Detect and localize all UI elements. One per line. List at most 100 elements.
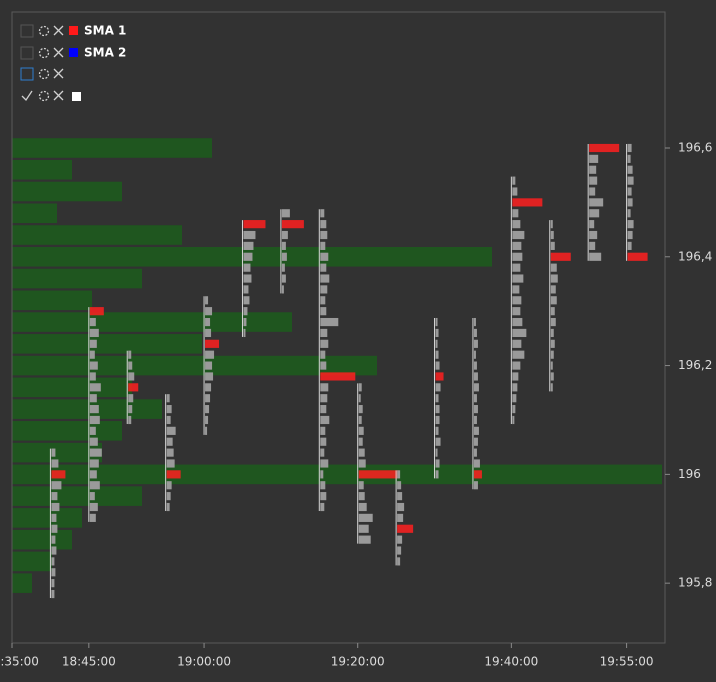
volume-bar <box>435 470 439 479</box>
volume-bar <box>243 252 253 261</box>
volume-bar <box>435 383 441 392</box>
checkbox[interactable] <box>20 46 34 60</box>
volume-bar <box>128 394 134 403</box>
volume-bar <box>397 535 403 544</box>
volume-bar <box>512 383 518 392</box>
volume-bar <box>320 448 325 457</box>
remove-icon[interactable] <box>53 68 64 79</box>
remove-icon[interactable] <box>53 25 64 36</box>
y-tick-label: 196 <box>678 467 701 481</box>
volume-bar <box>435 426 439 435</box>
volume-bar <box>51 568 56 577</box>
session-volume-bar <box>12 225 182 245</box>
volume-bar <box>589 209 600 218</box>
volume-bar <box>627 187 632 196</box>
volume-bar <box>589 187 596 196</box>
volume-bar <box>512 296 522 305</box>
volume-bar <box>512 361 521 370</box>
volume-bar <box>435 361 440 370</box>
volume-bar <box>473 415 477 425</box>
volume-bar <box>166 502 170 512</box>
volume-bar <box>281 209 290 218</box>
volume-bar <box>89 513 96 522</box>
volume-bar <box>205 405 210 414</box>
volume-bar <box>320 230 328 240</box>
poc-bar <box>243 220 266 229</box>
volume-bar <box>627 176 634 185</box>
settings-icon[interactable] <box>38 68 50 80</box>
volume-bar <box>589 252 602 261</box>
volume-bar <box>473 481 478 490</box>
volume-bar <box>550 220 553 229</box>
volume-bar <box>89 383 101 392</box>
poc-bar <box>205 339 220 348</box>
volume-bar <box>51 481 62 490</box>
volume-bar <box>512 394 517 403</box>
poc-bar <box>512 198 543 207</box>
checkmark[interactable] <box>21 90 33 102</box>
poc-bar <box>550 252 571 261</box>
remove-icon[interactable] <box>53 47 64 58</box>
volume-bar <box>358 513 373 522</box>
legend-swatch <box>69 26 78 35</box>
session-volume-bar <box>12 573 32 593</box>
remove-icon[interactable] <box>53 90 64 101</box>
volume-bar <box>550 296 557 305</box>
session-volume-bar <box>12 486 142 506</box>
volume-bar <box>89 394 97 403</box>
volume-bar <box>51 459 59 468</box>
volume-bar <box>89 317 96 327</box>
volume-bar <box>320 470 324 479</box>
volume-bar <box>320 317 339 327</box>
volume-bar <box>320 481 326 490</box>
volume-bar <box>205 383 212 392</box>
volume-bar <box>550 383 553 392</box>
session-volume-bar <box>12 508 82 528</box>
poc-bar <box>51 470 66 479</box>
x-tick-label: 19:40:00 <box>484 655 538 669</box>
volume-bar <box>358 415 362 425</box>
volume-bar <box>320 328 328 338</box>
volume-bar <box>89 372 96 381</box>
session-volume-bar <box>12 355 377 376</box>
volume-bar <box>320 394 328 403</box>
settings-icon[interactable] <box>38 25 50 37</box>
poc-bar <box>320 372 356 381</box>
volume-bar <box>243 307 248 316</box>
volume-bar <box>589 220 595 229</box>
settings-icon[interactable] <box>38 90 50 102</box>
settings-icon[interactable] <box>38 47 50 59</box>
volume-bar <box>473 339 478 348</box>
volume-bar <box>512 230 525 240</box>
volume-bar <box>205 328 212 338</box>
volume-bar <box>320 252 329 261</box>
checkbox[interactable] <box>20 24 34 38</box>
legend-label: SMA 2 <box>84 46 126 60</box>
volume-bar <box>550 361 553 370</box>
volume-bar <box>320 502 325 512</box>
volume-bar <box>512 241 522 250</box>
volume-bar <box>89 481 100 490</box>
checkbox[interactable] <box>20 67 34 81</box>
volume-bar <box>589 230 598 240</box>
volume-bar <box>512 405 516 414</box>
volume-bar <box>89 459 99 468</box>
session-volume-bar <box>12 312 292 332</box>
session-volume-bar <box>12 551 52 572</box>
volume-bar <box>627 241 632 250</box>
volume-bar <box>435 394 439 403</box>
volume-bar <box>358 426 364 435</box>
volume-bar <box>473 448 477 457</box>
volume-bar <box>320 415 330 425</box>
volume-bar <box>358 437 363 446</box>
volume-bar <box>397 470 401 479</box>
poc-bar <box>589 143 620 153</box>
volume-bar <box>627 198 633 207</box>
volume-bar <box>243 241 254 250</box>
volume-bar <box>358 524 369 533</box>
volume-bar <box>320 459 329 468</box>
volume-bar <box>320 361 327 370</box>
volume-bar <box>512 187 518 196</box>
volume-bar <box>205 415 209 425</box>
volume-bar <box>473 394 477 403</box>
